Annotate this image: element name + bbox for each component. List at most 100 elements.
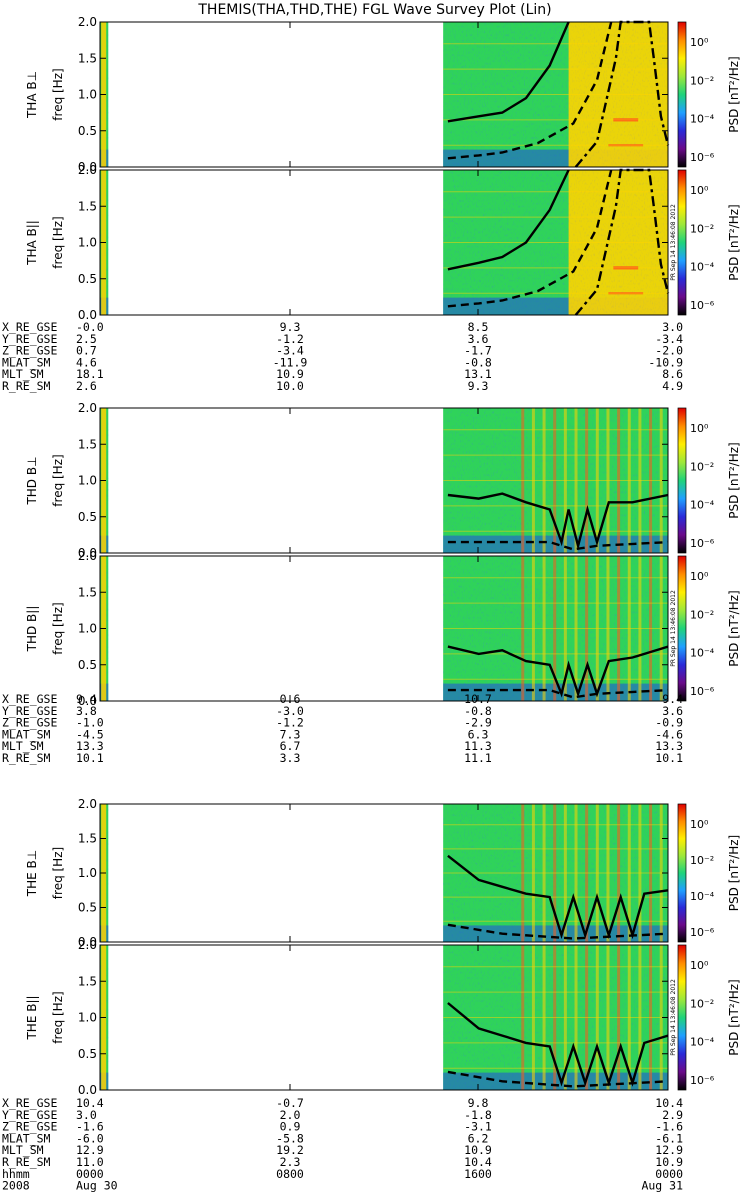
y-axis-label: freq [Hz] <box>51 991 65 1043</box>
ephemeris-value: 10.1 <box>76 751 104 765</box>
panel-label: THA B⊥ <box>25 71 39 119</box>
ephemeris-value: -1.7 <box>464 344 492 358</box>
colorbar-label: PSD [nT²/Hz] <box>727 204 741 280</box>
ephemeris-value: 3.6 <box>662 704 683 718</box>
ephemeris-row-label: R_RE_SM <box>2 751 51 765</box>
ephemeris-value: -2.0 <box>655 344 683 358</box>
ephemeris-value: 13.1 <box>464 367 492 381</box>
ephemeris-value: -1.8 <box>464 1108 492 1122</box>
y-tick-label: 0.0 <box>78 935 97 949</box>
colorbar-tick-label: 10⁻⁴ <box>690 499 715 512</box>
cyclotron-trace <box>447 645 669 698</box>
colorbar <box>677 944 687 1091</box>
ephemeris-value: -5.8 <box>276 1131 304 1145</box>
ephemeris-row-label: Z_RE_GSE <box>2 344 57 358</box>
ephemeris-value: 6.7 <box>280 739 301 753</box>
time-axis: hhmm 0000 0800 1600 0000 2008 Aug 30 Aug 31 <box>2 1167 683 1193</box>
ephemeris-thd: X_RE_GSE 9.4 0.6 10.7 9.4 Y_RE_GSE 3.8 -3.0 -0.8… <box>2 692 683 765</box>
ephemeris-value: 10.1 <box>655 751 683 765</box>
colorbar-label: PSD [nT²/Hz] <box>727 56 741 132</box>
ephemeris-the: X_RE_GSE 10.4 -0.7 9.8 10.4 Y_RE_GSE 3.0 2.0 -1.… <box>2 1096 683 1169</box>
ephemeris-value: 0.7 <box>76 344 97 358</box>
ephemeris-value: -0.8 <box>464 355 492 369</box>
colorbar-tick-label: 10⁻⁴ <box>690 1036 715 1049</box>
ephemeris-row-label: Y_RE_GSE <box>2 332 57 346</box>
panel-thd-bpar: 0.0 0.5 1.0 1.5 2.0 freq [Hz] THD B|| 10⁰ 10⁻² 10… <box>25 549 741 708</box>
colorbar-tick-label: 10⁻⁴ <box>690 890 715 903</box>
colorbar-tick-label: 10⁰ <box>690 422 709 435</box>
colorbar-label: PSD [nT²/Hz] <box>727 835 741 911</box>
colorbar-tick-label: 10⁰ <box>690 570 709 583</box>
y-tick-label: 0.5 <box>78 272 97 286</box>
ephemeris-row-label: X_RE_GSE <box>2 1096 57 1110</box>
ephemeris-value: -6.1 <box>655 1131 683 1145</box>
time-row-label: hhmm <box>2 1167 30 1181</box>
cyclotron-trace <box>447 169 570 271</box>
panel-label: THD B|| <box>25 606 39 653</box>
ephemeris-value: 12.9 <box>655 1143 683 1157</box>
y-tick-label: 0.0 <box>78 308 97 322</box>
y-tick-label: 2.0 <box>78 549 97 563</box>
colorbar-tick-label: 10⁻⁶ <box>690 926 715 939</box>
ephemeris-value: 7.3 <box>280 727 301 741</box>
ephemeris-value: -10.9 <box>648 355 683 369</box>
x-tick-label: 1600 <box>464 1167 492 1181</box>
ephemeris-value: -1.2 <box>276 716 304 730</box>
ephemeris-value: 4.9 <box>662 379 683 393</box>
ephemeris-value: 6.2 <box>468 1131 489 1145</box>
ephemeris-value: 10.9 <box>655 1155 683 1169</box>
ephemeris-value: 11.1 <box>464 751 492 765</box>
colorbar-tick-label: 10⁻² <box>690 997 714 1010</box>
y-axis-label: freq [Hz] <box>51 602 65 654</box>
start-date-label: Aug 30 <box>76 1179 118 1193</box>
colorbar-label: PSD [nT²/Hz] <box>727 979 741 1055</box>
y-tick-label: 1.5 <box>78 51 97 65</box>
colorbar-tick-label: 10⁻⁴ <box>690 647 715 660</box>
ephemeris-tha: X_RE_GSE -0.0 9.3 8.5 3.0Y_RE_GSE 2.5 -1.2 3.6-… <box>2 320 683 393</box>
colorbar <box>677 803 687 943</box>
colorbar-tick-label: 10⁰ <box>690 818 709 831</box>
ephemeris-value: 3.0 <box>76 1108 97 1122</box>
y-tick-label: 1.0 <box>78 866 97 880</box>
y-tick-label: 0.0 <box>78 160 97 174</box>
ephemeris-value: -3.4 <box>655 332 683 346</box>
colorbar-tick-label: 10⁻⁶ <box>690 151 715 164</box>
colorbar-tick-label: 10⁻² <box>690 222 714 235</box>
cyclotron-trace <box>447 854 669 940</box>
ephemeris-value: 10.9 <box>464 1143 492 1157</box>
plot-title: THEMIS(THA,THD,THE) FGL Wave Survey Plot… <box>197 2 551 18</box>
print-stamp: PR Sep 14 13:46:08 2012 <box>670 204 677 281</box>
colorbar-tick-label: 10⁻² <box>690 74 714 87</box>
panel-label: THE B⊥ <box>25 850 39 897</box>
ephemeris-value: 0.6 <box>280 692 301 706</box>
ephemeris-row-label: X_RE_GSE <box>2 320 57 334</box>
ephemeris-value: 3.8 <box>76 704 97 718</box>
dashed-trace <box>447 540 669 551</box>
cyclotron-trace <box>447 21 570 123</box>
y-tick-label: 2.0 <box>78 163 97 177</box>
y-tick-label: 2.0 <box>78 15 97 29</box>
ephemeris-value: 9.3 <box>468 379 489 393</box>
y-tick-label: 0.0 <box>78 546 97 560</box>
ephemeris-row-label: MLT_SM <box>2 367 44 381</box>
ephemeris-value: 10.7 <box>464 692 492 706</box>
y-axis-label: freq [Hz] <box>51 68 65 120</box>
ephemeris-value: -0.0 <box>76 320 104 334</box>
year-label: 2008 <box>2 1179 30 1193</box>
colorbar-tick-label: 10⁻² <box>690 460 714 473</box>
ephemeris-value: 10.0 <box>276 379 304 393</box>
ephemeris-value: -0.8 <box>464 704 492 718</box>
y-tick-label: 1.0 <box>78 474 97 488</box>
print-stamp: PR Sep 14 13:46:08 2012 <box>670 590 677 667</box>
ephemeris-value: 0.9 <box>280 1120 301 1134</box>
end-date-label: Aug 31 <box>641 1179 683 1193</box>
ephemeris-value: 10.4 <box>464 1155 492 1169</box>
y-tick-label: 2.0 <box>78 938 97 952</box>
panel-tha-bperp: 0.0 0.5 1.0 1.5 2.0 freq [Hz] THA B⊥ 10⁰ 10⁻² 10⁻… <box>25 15 741 174</box>
ephemeris-row-label: MLT_SM <box>2 739 44 753</box>
y-tick-label: 1.0 <box>78 1011 97 1025</box>
ephemeris-value: 11.3 <box>464 739 492 753</box>
x-tick-label: 0800 <box>276 1167 304 1181</box>
colorbar-tick-label: 10⁰ <box>690 184 709 197</box>
ephemeris-value: -6.0 <box>76 1131 104 1145</box>
